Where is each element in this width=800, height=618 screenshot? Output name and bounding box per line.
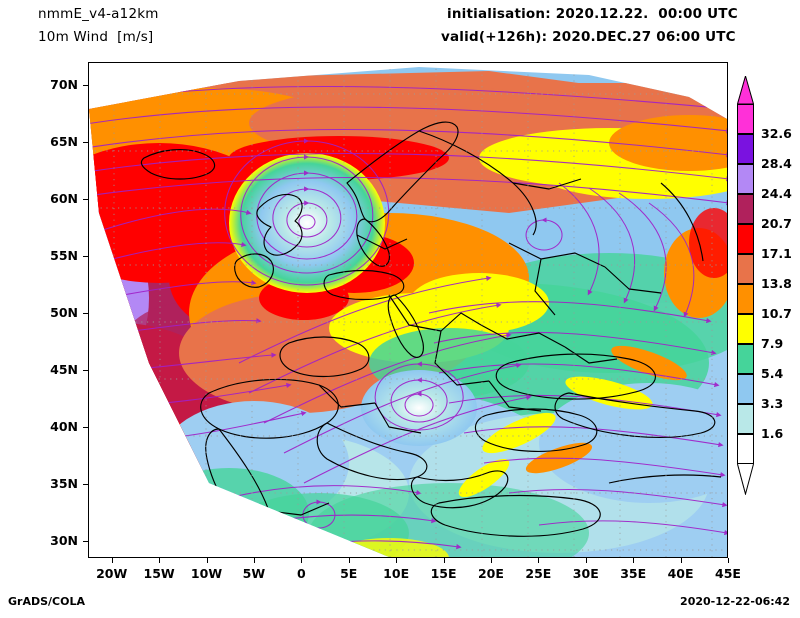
y-axis-tick	[83, 255, 88, 257]
y-axis-tick	[83, 198, 88, 200]
x-axis-tick	[443, 558, 445, 563]
colorbar-tick-label: 24.4	[761, 186, 792, 201]
x-axis-tick	[680, 558, 682, 563]
y-axis-label: 35N	[50, 475, 78, 491]
wind-map-canvas	[89, 67, 727, 557]
colorbar-tick-label: 32.6	[761, 126, 792, 141]
x-axis-tick	[253, 558, 255, 563]
colorbar-band	[737, 134, 754, 164]
colorbar-tick-label: 1.6	[761, 426, 784, 441]
colorbar-tick-label: 10.7	[761, 306, 792, 321]
colorbar-tick-label: 20.7	[761, 216, 792, 231]
y-axis-label: 45N	[50, 361, 78, 377]
x-axis-tick	[490, 558, 492, 563]
x-axis-label: 0	[296, 566, 306, 581]
x-axis-label: 5W	[242, 566, 266, 581]
colorbar-tick-label: 17.1	[761, 246, 792, 261]
producer-label: GrADS/COLA	[8, 595, 85, 608]
x-axis-label: 10W	[190, 566, 223, 581]
x-axis-label: 25E	[525, 566, 552, 581]
y-axis-label: 60N	[50, 190, 78, 206]
x-axis-tick	[301, 558, 303, 563]
y-axis-tick	[83, 312, 88, 314]
wind-speed-field	[89, 67, 727, 557]
x-axis-label: 20E	[477, 566, 504, 581]
y-axis-label: 30N	[50, 532, 78, 548]
colorbar-band	[737, 224, 754, 254]
colorbar-band	[737, 164, 754, 194]
x-axis-label: 30E	[572, 566, 599, 581]
x-axis-tick	[348, 558, 350, 563]
x-axis-tick	[633, 558, 635, 563]
x-axis-label: 5E	[340, 566, 358, 581]
colorbar-band	[737, 374, 754, 404]
y-axis-label: 65N	[50, 133, 78, 149]
y-axis-label: 55N	[50, 247, 78, 263]
colorbar-band	[737, 104, 754, 134]
colorbar-tick-label: 28.4	[761, 156, 792, 171]
y-axis-tick	[83, 369, 88, 371]
x-axis-tick	[206, 558, 208, 563]
x-axis-label: 40E	[667, 566, 694, 581]
x-axis-tick	[396, 558, 398, 563]
colorbar[interactable]: 1.6 3.3 5.4 7.9 10.7 13.8 17.1 20.7 24.4 28.4 32.6	[737, 76, 792, 495]
map-plot-area[interactable]	[88, 62, 728, 558]
y-axis-label: 50N	[50, 304, 78, 320]
colorbar-tick-label: 5.4	[761, 366, 784, 381]
x-axis-label: 20W	[96, 566, 128, 581]
x-axis-label: 15W	[143, 566, 175, 581]
colorbar-tick-label: 3.3	[761, 396, 784, 411]
x-axis-tick	[159, 558, 161, 563]
x-axis-label: 45E	[715, 566, 741, 581]
initialisation-label: initialisation: 2020.12.22. 00:00 UTC	[447, 6, 738, 22]
colorbar-tick-label: 13.8	[761, 276, 792, 291]
x-axis-tick	[538, 558, 540, 563]
x-axis-label: 15E	[430, 566, 457, 581]
valid-time-label: valid(+126h): 2020.DEC.27 06:00 UTC	[441, 29, 736, 45]
colorbar-tick-label: 7.9	[761, 336, 784, 351]
x-axis-tick	[728, 558, 729, 563]
render-timestamp-label: 2020-12-22-06:42	[680, 595, 790, 608]
x-axis-label: 35E	[620, 566, 647, 581]
y-axis-tick	[83, 426, 88, 428]
colorbar-extend-low-outline	[737, 464, 754, 495]
y-axis-label: 70N	[50, 76, 78, 92]
colorbar-band	[737, 404, 754, 434]
colorbar-band	[737, 284, 754, 314]
y-axis-label: 40N	[50, 418, 78, 434]
coastlines	[140, 121, 722, 537]
y-axis-tick	[83, 540, 88, 542]
x-axis-label: 10E	[383, 566, 410, 581]
colorbar-band	[737, 314, 754, 344]
lat-lon-gridlines	[89, 67, 727, 557]
y-axis-tick	[83, 483, 88, 485]
colorbar-band	[737, 344, 754, 374]
model-name-label: nmmE_v4-a12km	[38, 6, 159, 22]
x-axis-tick	[111, 558, 113, 563]
field-name-label: 10m Wind [m/s]	[38, 29, 154, 45]
colorbar-band	[737, 434, 754, 464]
colorbar-band	[737, 194, 754, 224]
colorbar-band	[737, 254, 754, 284]
colorbar-extend-high-outline	[737, 76, 754, 105]
y-axis-tick	[83, 84, 88, 86]
y-axis-tick	[83, 141, 88, 143]
x-axis-tick	[585, 558, 587, 563]
